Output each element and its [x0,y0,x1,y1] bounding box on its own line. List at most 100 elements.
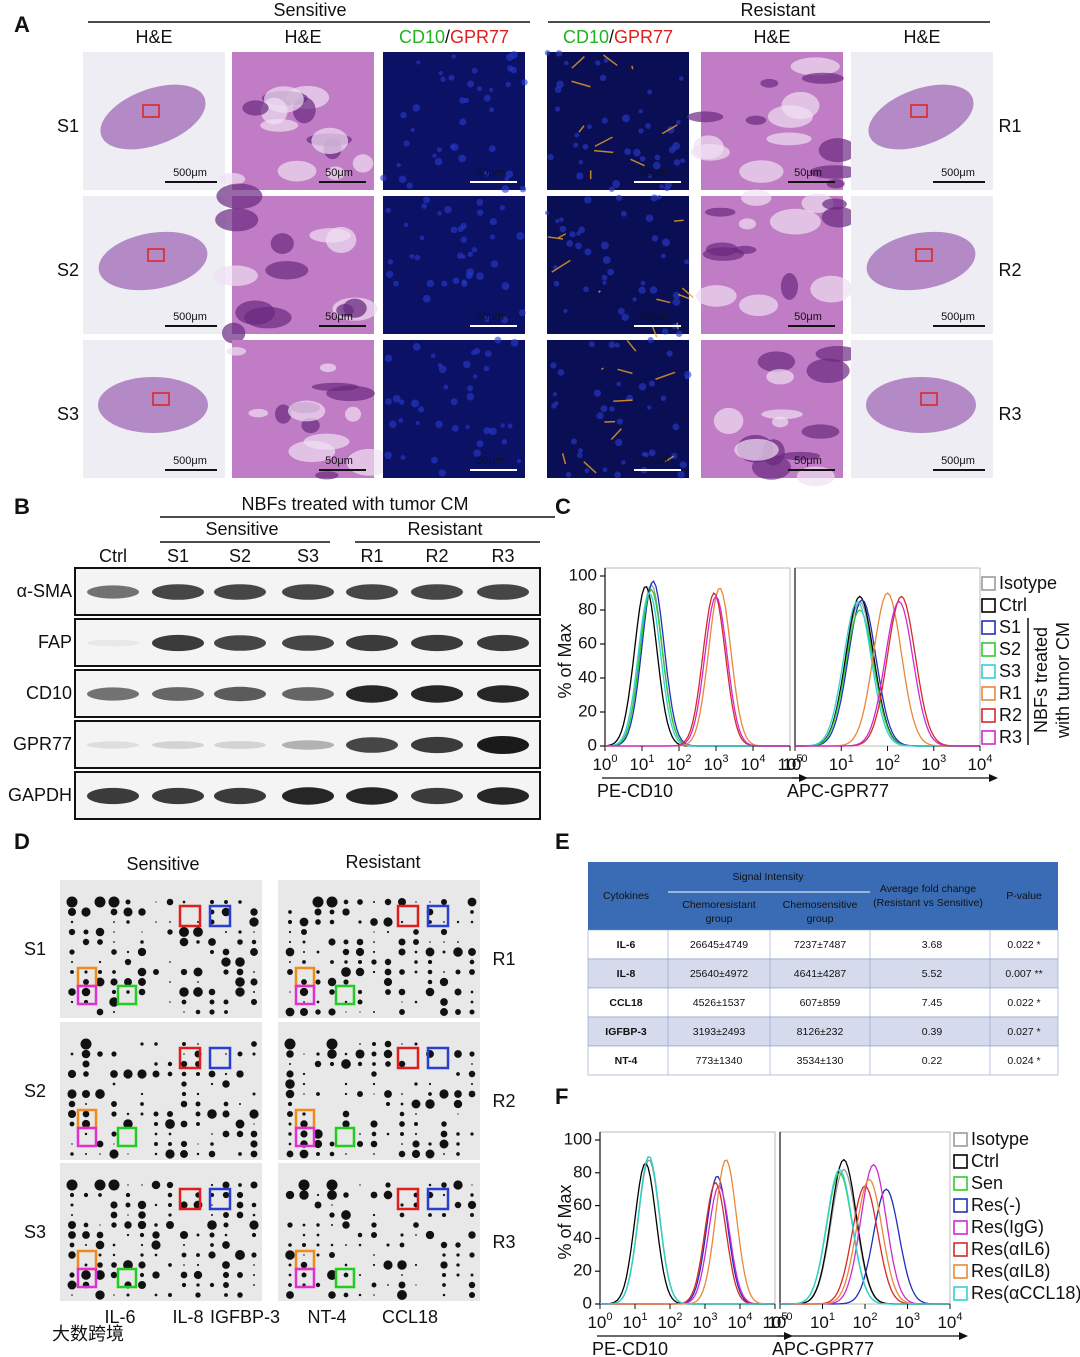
x-tick-label: 104 [967,753,992,775]
nucleus [403,140,410,147]
spot [327,1049,337,1059]
spot [238,1152,242,1156]
nucleus [583,286,590,293]
fiber [571,55,585,69]
table-cell: 0.024 * [1007,1055,1040,1067]
nucleus [411,399,420,408]
micrograph [701,340,861,487]
spot [238,930,242,934]
spot [454,1050,462,1058]
histogram-curve [600,1185,775,1305]
nucleus [432,153,437,158]
spot [252,1092,256,1096]
spot [237,939,243,945]
spot [288,1132,292,1136]
nucleus [555,106,561,112]
legend-label: NT-4 [307,1307,346,1327]
scale-bar-label: 50μm [794,167,822,179]
spot [111,1262,117,1268]
spot [81,987,91,997]
spot [326,896,338,908]
histogram-curve [605,595,790,747]
nucleus [459,118,467,126]
nucleus [483,94,491,102]
roi-box [910,104,928,118]
table-cell: 0.22 [922,1055,943,1067]
spot [343,899,349,905]
nucleus [616,381,622,387]
spot [183,1011,185,1013]
x-tick-label: 100 [782,753,807,775]
spot [113,931,115,933]
spot [71,1143,73,1145]
micrograph [544,50,689,193]
spot [398,938,406,946]
spot [344,1052,348,1056]
spot [154,1142,158,1146]
spot [443,941,445,943]
spot [224,1072,228,1076]
spot [329,1141,335,1147]
scale-bar-label: 50μm [325,167,353,179]
nucleus [398,175,407,183]
spot [371,1131,377,1137]
nucleus [438,71,443,76]
spot [299,1007,309,1017]
x-tick-label: 105 [777,753,802,775]
spot [180,1201,188,1209]
nucleus [666,350,673,357]
spot [181,1071,187,1077]
spot [429,901,431,903]
band [346,634,398,652]
fiber [661,124,678,135]
roi-box [915,248,933,262]
spot [84,1243,88,1247]
spot [455,1009,461,1015]
x-axis-label: PE-CD10 [597,781,673,801]
image-background [383,196,525,334]
spot [151,1180,161,1190]
spot [285,1089,295,1099]
spot [440,898,448,906]
nucleus [507,423,513,429]
spot [455,1242,461,1248]
header-part: / [445,27,450,47]
table-cell: 4641±4287 [794,968,847,980]
spot [182,900,186,904]
nucleus [677,470,685,479]
tick-exponent: 0 [611,753,617,765]
spot [138,988,146,996]
spot [287,969,293,975]
plot-frame [779,1131,951,1305]
spot [70,970,74,974]
tissue-detail [733,245,757,254]
spot [193,927,203,937]
spot [399,1212,405,1218]
spot [70,1152,74,1156]
spot [359,1043,361,1045]
band [87,639,139,647]
nucleus [654,154,661,161]
lane-label: R2 [425,546,448,566]
y-tick-label: 20 [578,701,597,720]
spot [300,1120,308,1128]
spot [471,1063,473,1065]
scale-bar-label: 50μm [325,455,353,467]
spot [222,1261,230,1269]
spot [357,1232,363,1238]
spot [372,970,376,974]
spot [456,1273,460,1277]
spot [384,1090,392,1098]
scale-bar-label: 50μm [794,311,822,323]
nucleus [421,203,427,209]
spot [95,977,105,987]
spot [398,1281,406,1289]
spot [386,1243,390,1247]
scale-bar-label: 50μm [640,455,668,467]
spot [223,1212,229,1218]
nucleus [489,87,494,93]
nucleus [601,117,608,124]
spot [67,1220,77,1230]
nucleus [596,412,604,420]
spot [113,1011,115,1013]
